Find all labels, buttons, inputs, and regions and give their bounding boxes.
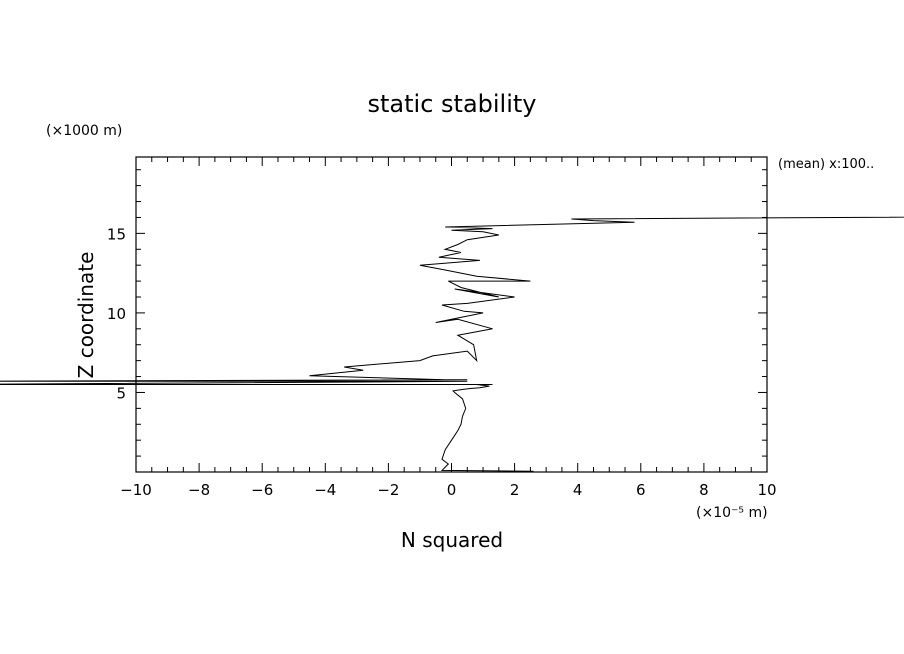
x-unit-label: (×10⁻⁵ m) [696,505,768,521]
series-line [0,216,904,472]
x-tick-label: 6 [636,481,646,499]
y-unit-label: (×1000 m) [46,123,122,139]
x-axis-label: N squared [401,528,503,552]
chart-title: static stability [368,90,537,118]
x-tick-label: −6 [251,481,273,499]
y-tick-label: 10 [107,305,126,323]
x-tick-label: 2 [510,481,520,499]
x-tick-label: 0 [447,481,457,499]
x-tick-labels: −10 −8 −6 −4 −2 0 2 4 6 8 10 [120,481,776,499]
x-tick-label: −8 [188,481,210,499]
x-tick-label: −2 [377,481,399,499]
tick-marks [135,157,768,473]
y-tick-label: 15 [107,225,126,243]
x-tick-label: −10 [120,481,152,499]
y-axis-label: Z coordinate [74,252,98,379]
x-tick-label: 10 [757,481,776,499]
annotation-text: (mean) x:100.. [778,157,874,172]
x-tick-label: 8 [699,481,709,499]
y-tick-label: 5 [116,384,126,402]
y-tick-labels: 5 10 15 [107,225,126,402]
plot-frame [135,156,768,473]
x-tick-label: 4 [573,481,583,499]
x-tick-label: −4 [314,481,336,499]
